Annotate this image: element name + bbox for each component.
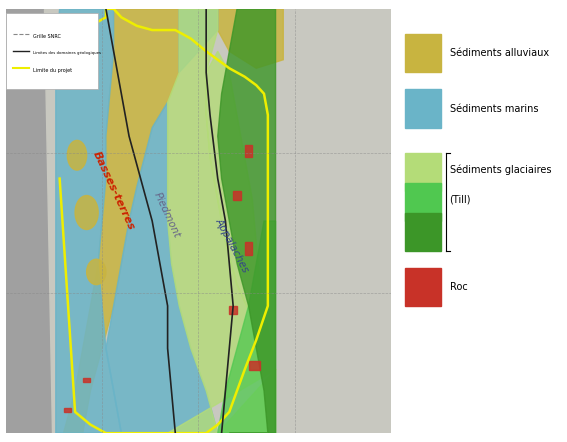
Bar bbox=[405, 183, 441, 221]
Polygon shape bbox=[218, 221, 276, 433]
Bar bbox=[405, 213, 441, 251]
Bar bbox=[233, 191, 241, 200]
Bar bbox=[245, 145, 252, 157]
Bar bbox=[64, 408, 71, 412]
FancyBboxPatch shape bbox=[6, 13, 98, 89]
Polygon shape bbox=[6, 9, 52, 433]
Bar bbox=[405, 34, 441, 72]
Polygon shape bbox=[179, 9, 218, 72]
Polygon shape bbox=[218, 9, 276, 433]
Bar bbox=[248, 361, 260, 370]
Text: Sédiments glaciaires: Sédiments glaciaires bbox=[450, 165, 551, 175]
Bar bbox=[83, 378, 91, 382]
Text: Roc: Roc bbox=[450, 282, 467, 292]
Bar bbox=[405, 89, 441, 128]
Text: Piedmont: Piedmont bbox=[152, 191, 182, 240]
Text: Grille SNRC: Grille SNRC bbox=[33, 34, 61, 39]
Polygon shape bbox=[56, 9, 121, 433]
Polygon shape bbox=[106, 102, 218, 433]
Ellipse shape bbox=[87, 259, 106, 285]
Bar bbox=[405, 153, 441, 191]
Ellipse shape bbox=[75, 195, 98, 229]
Text: Sédiments alluviaux: Sédiments alluviaux bbox=[450, 48, 549, 58]
Polygon shape bbox=[168, 9, 276, 433]
Polygon shape bbox=[218, 9, 284, 68]
Ellipse shape bbox=[67, 141, 87, 170]
Bar bbox=[245, 242, 252, 255]
Bar bbox=[405, 268, 441, 306]
Text: Appalaches: Appalaches bbox=[214, 216, 251, 274]
Bar bbox=[229, 306, 237, 314]
Text: Sédiments marins: Sédiments marins bbox=[450, 103, 538, 114]
Polygon shape bbox=[44, 9, 391, 433]
Text: (Till): (Till) bbox=[450, 195, 471, 205]
Polygon shape bbox=[64, 9, 179, 433]
Text: Limites des domaines géologiques: Limites des domaines géologiques bbox=[33, 51, 101, 55]
Text: Limite du projet: Limite du projet bbox=[33, 68, 72, 73]
Text: Basses-terres: Basses-terres bbox=[91, 149, 136, 232]
